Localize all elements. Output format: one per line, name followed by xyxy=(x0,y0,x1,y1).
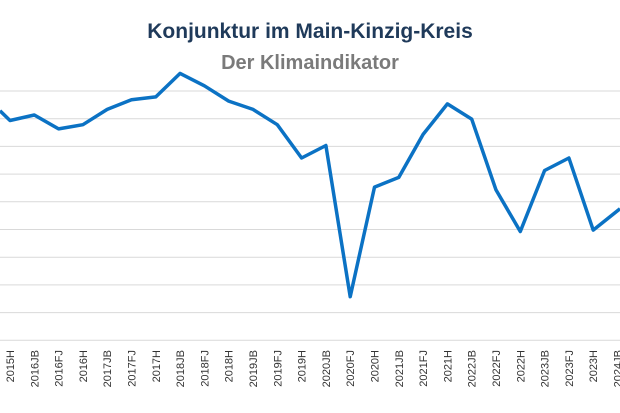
x-tick-label: 2022H xyxy=(515,350,527,382)
x-tick-label: 2018FJ xyxy=(199,350,211,387)
x-tick-label: 2019H xyxy=(297,350,309,382)
x-tick-label: 2021FJ xyxy=(418,350,430,387)
chart-subtitle: Der Klimaindikator xyxy=(221,52,399,74)
x-tick-label: 2016FJ xyxy=(54,350,66,387)
x-tick-label: 2017H xyxy=(151,350,163,382)
x-tick-label: 2018JB xyxy=(175,350,187,387)
series-line xyxy=(0,71,620,299)
chart-title: Konjunktur im Main-Kinzig-Kreis xyxy=(147,20,473,43)
x-tick-label: 2022JB xyxy=(467,350,479,387)
x-tick-label: 2024JB xyxy=(613,350,620,387)
x-tick-label: 2019JB xyxy=(248,350,260,387)
x-axis-tick-labels: 2015H 2016JB 2016FJ 2016H 2017JB 2017FJ 2017H 2… xyxy=(5,350,620,387)
x-tick-label: 2023JB xyxy=(540,350,552,387)
x-tick-label: 2017FJ xyxy=(127,350,139,387)
x-tick-label: 2016H xyxy=(78,350,90,382)
series-group xyxy=(0,71,620,299)
gridlines xyxy=(0,90,620,341)
x-tick-label: 2022FJ xyxy=(491,350,503,387)
x-tick-label: 2020FJ xyxy=(345,350,357,387)
x-tick-label: 2015H xyxy=(5,350,17,382)
x-tick-label: 2016JB xyxy=(29,350,41,387)
x-tick-label: 2018H xyxy=(224,350,236,382)
x-tick-label: 2019FJ xyxy=(272,350,284,387)
x-tick-label: 2020JB xyxy=(321,350,333,387)
x-tick-label: 2021H xyxy=(442,350,454,382)
x-tick-label: 2017JB xyxy=(102,350,114,387)
x-tick-label: 2020H xyxy=(370,350,382,382)
x-tick-label: 2023H xyxy=(588,350,600,382)
x-tick-label: 2023FJ xyxy=(564,350,576,387)
x-tick-label: 2021JB xyxy=(394,350,406,387)
